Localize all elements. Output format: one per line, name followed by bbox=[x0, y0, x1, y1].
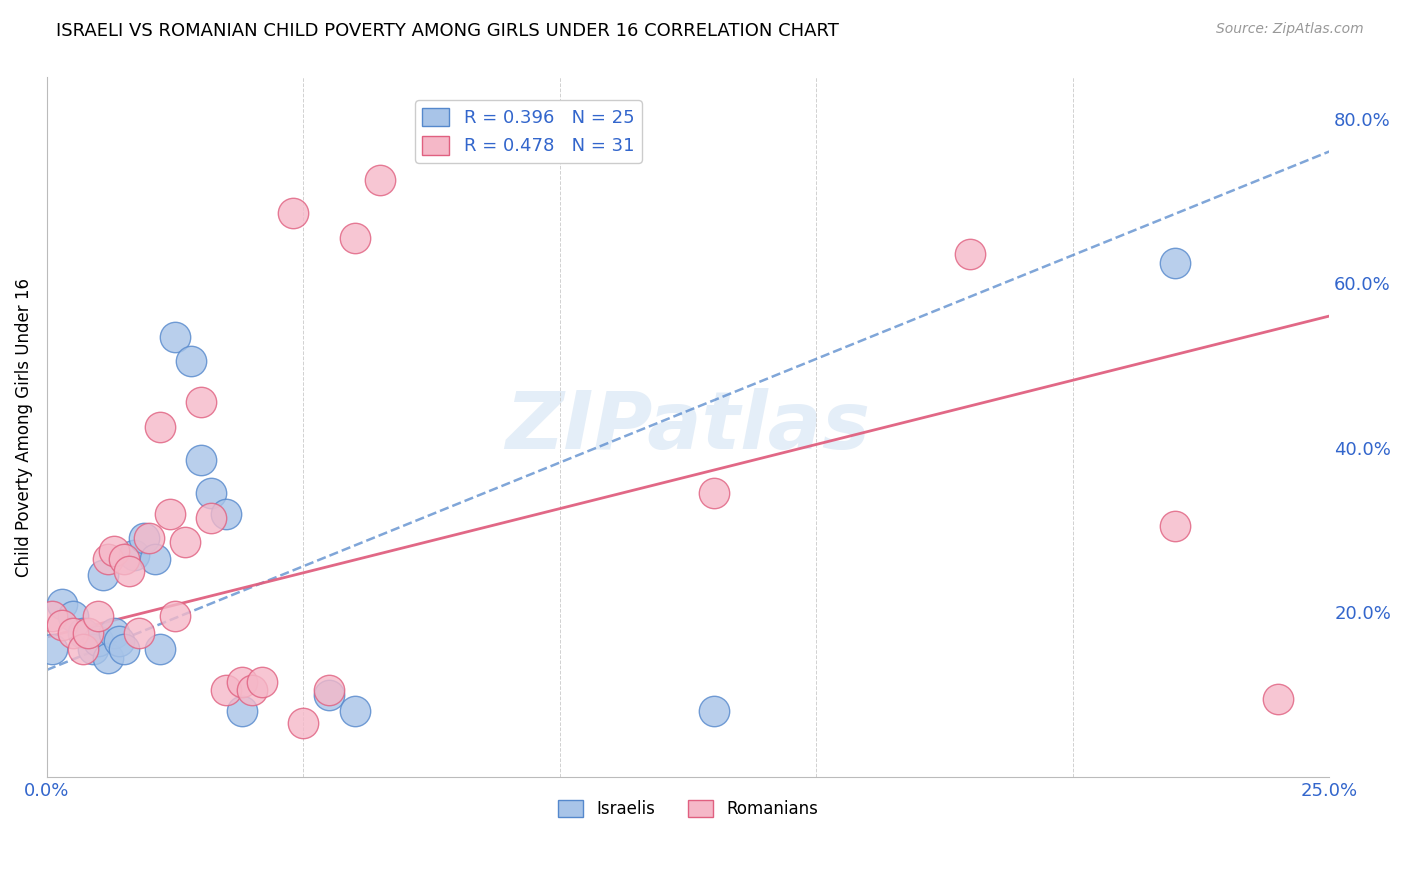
Point bbox=[87, 634, 110, 648]
Point bbox=[318, 688, 340, 702]
Point bbox=[87, 609, 110, 624]
Text: ISRAELI VS ROMANIAN CHILD POVERTY AMONG GIRLS UNDER 16 CORRELATION CHART: ISRAELI VS ROMANIAN CHILD POVERTY AMONG … bbox=[56, 22, 839, 40]
Point bbox=[97, 650, 120, 665]
Point bbox=[72, 625, 94, 640]
Point bbox=[703, 704, 725, 718]
Point bbox=[252, 675, 274, 690]
Point bbox=[292, 716, 315, 731]
Point bbox=[1164, 519, 1187, 533]
Point bbox=[41, 642, 63, 657]
Point bbox=[97, 551, 120, 566]
Point bbox=[165, 609, 187, 624]
Point bbox=[107, 634, 129, 648]
Point bbox=[51, 617, 73, 632]
Point bbox=[138, 531, 160, 545]
Point bbox=[174, 535, 197, 549]
Point bbox=[318, 683, 340, 698]
Point bbox=[41, 609, 63, 624]
Point bbox=[149, 642, 172, 657]
Point bbox=[112, 642, 135, 657]
Point bbox=[62, 609, 84, 624]
Point bbox=[190, 453, 212, 467]
Legend: Israelis, Romanians: Israelis, Romanians bbox=[551, 793, 825, 824]
Point bbox=[200, 510, 222, 524]
Point bbox=[165, 329, 187, 343]
Point bbox=[159, 507, 181, 521]
Point bbox=[143, 551, 166, 566]
Point bbox=[215, 683, 238, 698]
Point bbox=[343, 704, 366, 718]
Point bbox=[240, 683, 263, 698]
Point bbox=[128, 625, 150, 640]
Point bbox=[122, 548, 145, 562]
Point bbox=[82, 642, 104, 657]
Point bbox=[149, 420, 172, 434]
Point bbox=[112, 551, 135, 566]
Point bbox=[91, 568, 114, 582]
Point bbox=[190, 395, 212, 409]
Point bbox=[103, 543, 125, 558]
Point bbox=[231, 704, 253, 718]
Text: Source: ZipAtlas.com: Source: ZipAtlas.com bbox=[1216, 22, 1364, 37]
Point bbox=[343, 231, 366, 245]
Point bbox=[134, 531, 156, 545]
Point bbox=[51, 597, 73, 611]
Point bbox=[103, 625, 125, 640]
Point bbox=[118, 564, 141, 578]
Text: ZIPatlas: ZIPatlas bbox=[506, 388, 870, 467]
Point bbox=[1164, 255, 1187, 269]
Point bbox=[215, 507, 238, 521]
Point bbox=[200, 486, 222, 500]
Point bbox=[281, 206, 304, 220]
Point bbox=[72, 642, 94, 657]
Point bbox=[703, 486, 725, 500]
Point bbox=[1267, 691, 1289, 706]
Point bbox=[62, 625, 84, 640]
Point bbox=[368, 173, 391, 187]
Point bbox=[77, 625, 100, 640]
Point bbox=[959, 247, 981, 261]
Y-axis label: Child Poverty Among Girls Under 16: Child Poverty Among Girls Under 16 bbox=[15, 277, 32, 576]
Point bbox=[180, 354, 202, 368]
Point bbox=[231, 675, 253, 690]
